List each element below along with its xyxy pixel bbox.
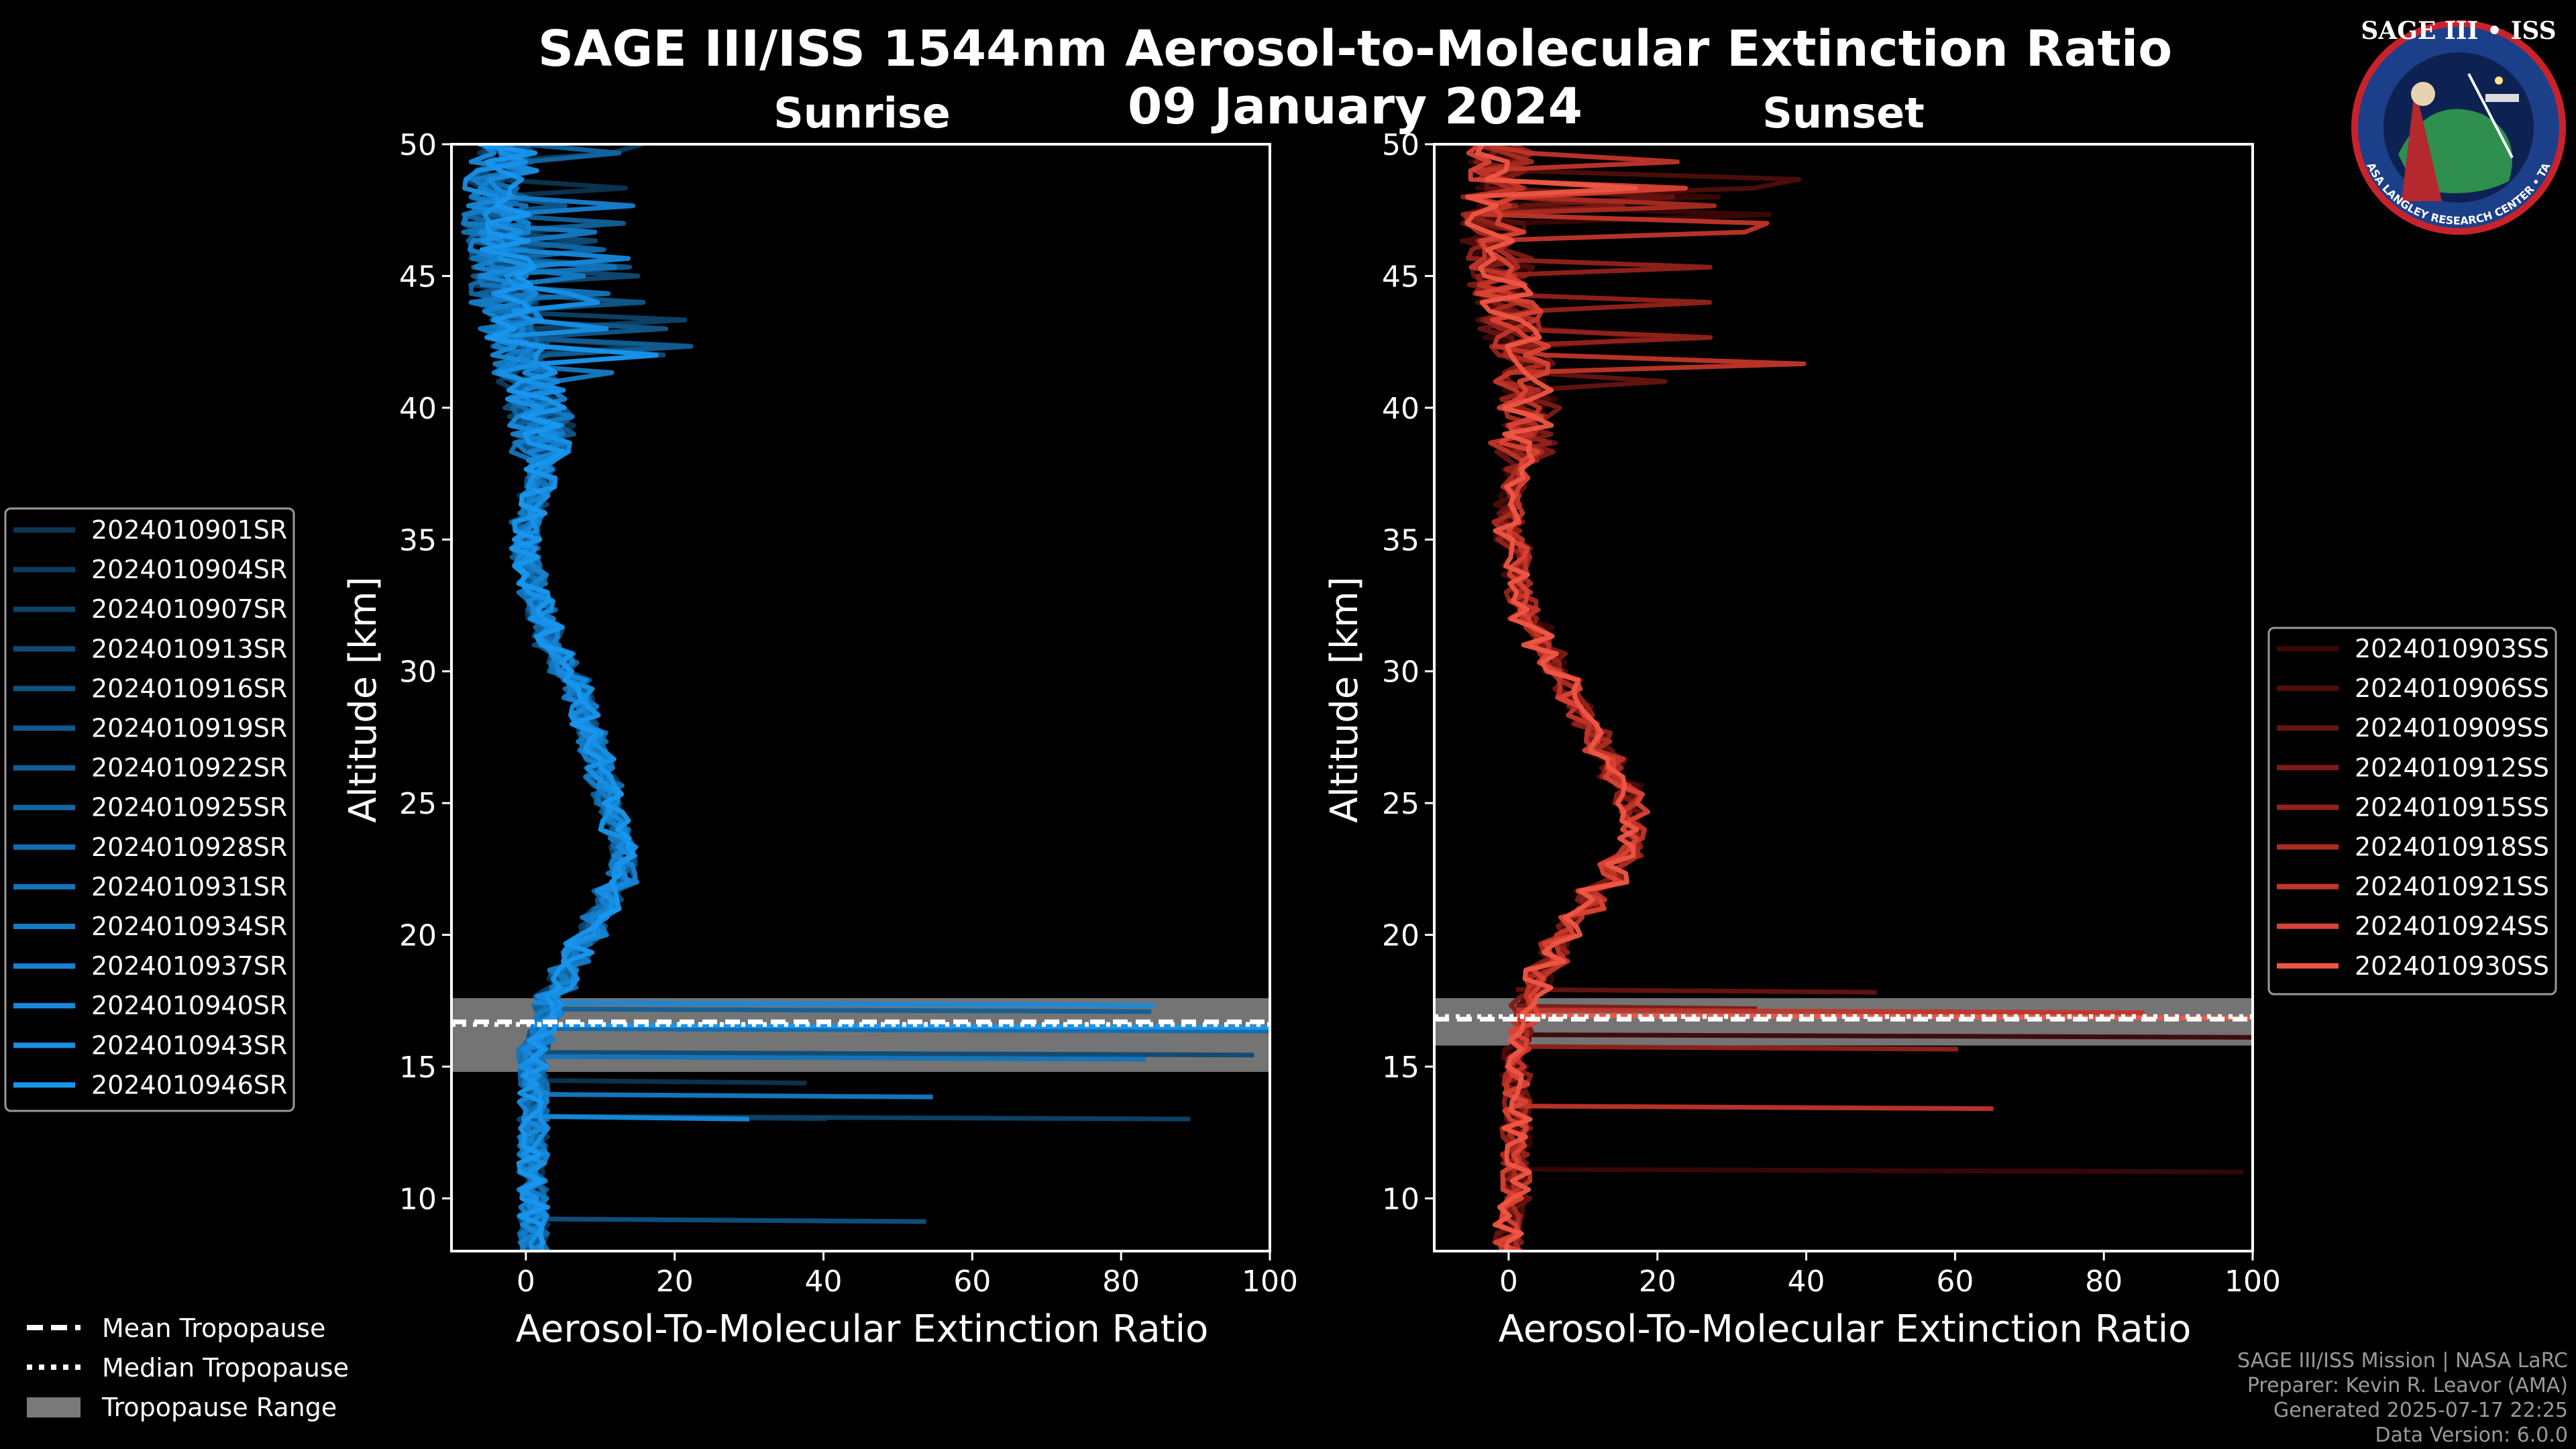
- legend-label-2024010931SR: 2024010931SR: [91, 872, 287, 902]
- sunrise-y-axis-label: Altitude [km]: [341, 576, 385, 822]
- sunrise-panel-title: Sunrise: [773, 89, 951, 138]
- legend-label-2024010913SR: 2024010913SR: [91, 634, 287, 663]
- x-tick-label: 100: [2224, 1265, 2281, 1299]
- legend-label-2024010940SR: 2024010940SR: [91, 991, 287, 1020]
- legend-label-2024010919SR: 2024010919SR: [91, 714, 287, 743]
- legend-label-2024010934SR: 2024010934SR: [91, 912, 287, 941]
- plot-area: [1434, 144, 2253, 1251]
- credit-generated: Generated 2025-07-17 22:25: [2273, 1399, 2568, 1422]
- legend-label-2024010904SR: 2024010904SR: [91, 555, 287, 584]
- beam-icon: [2467, 73, 2514, 158]
- x-tick-label: 60: [1936, 1265, 1974, 1299]
- logo-text: SAGE III • ISS: [2361, 17, 2556, 45]
- y-tick-label: 40: [1382, 392, 1419, 426]
- legend-label-2024010901SR: 2024010901SR: [91, 515, 287, 545]
- x-tick-label: 60: [953, 1265, 991, 1299]
- sunset-y-axis-label: Altitude [km]: [1323, 576, 1366, 822]
- sunrise-panel: 0 20 40 60 80 100 10 15 20 25 30 35 40 45 50: [399, 128, 1298, 1299]
- y-tick-label: 40: [399, 392, 437, 426]
- y-tick-label: 15: [399, 1051, 437, 1085]
- chart-title: SAGE III/ISS 1544nm Aerosol-to-Molecular…: [538, 20, 2172, 78]
- plot-area: [451, 144, 1270, 1251]
- x-tick-label: 40: [1788, 1265, 1825, 1299]
- sunset-panel: 0 20 40 60 80 100 10 15 20 25 30 35 40 45 50: [1382, 128, 2281, 1299]
- chart-date: 09 January 2024: [1128, 78, 1582, 136]
- legend-label-2024010909SS: 2024010909SS: [2355, 713, 2549, 743]
- axes-frame: [450, 143, 1271, 1252]
- legend-label-2024010930SS: 2024010930SS: [2355, 951, 2549, 981]
- y-tick-label: 35: [1382, 523, 1419, 557]
- x-tick-label: 80: [1102, 1265, 1140, 1299]
- y-tick-label: 10: [1382, 1182, 1419, 1216]
- x-tick-label: 20: [1639, 1265, 1676, 1299]
- legend-label-2024010915SS: 2024010915SS: [2355, 792, 2549, 822]
- sunrise-x-axis-label: Aerosol-To-Molecular Extinction Ratio: [516, 1307, 1209, 1351]
- legend-label-2024010943SR: 2024010943SR: [91, 1030, 287, 1060]
- x-tick-label: 0: [1499, 1265, 1518, 1299]
- y-tick-label: 15: [1382, 1051, 1419, 1085]
- legend-label-2024010922SR: 2024010922SR: [91, 753, 287, 783]
- median-tropopause-label: Median Tropopause: [102, 1353, 349, 1383]
- mean-tropopause-label: Mean Tropopause: [102, 1313, 325, 1343]
- credits: SAGE III/ISS Mission | NASA LaRC Prepare…: [2237, 1349, 2568, 1447]
- x-tick-label: 40: [805, 1265, 843, 1299]
- y-tick-label: 35: [399, 523, 437, 557]
- legend-label-2024010925SR: 2024010925SR: [91, 793, 287, 822]
- y-tick-label: 25: [399, 787, 437, 821]
- sunset-x-axis-label: Aerosol-To-Molecular Extinction Ratio: [1499, 1307, 2192, 1351]
- y-tick-label: 25: [1382, 787, 1419, 821]
- y-tick-label: 10: [399, 1182, 437, 1216]
- legend-label-2024010903SS: 2024010903SS: [2355, 634, 2549, 663]
- y-tick-label: 30: [399, 655, 437, 690]
- sunset-panel-title: Sunset: [1762, 89, 1925, 138]
- series-line-2024010934SR: [462, 144, 933, 1251]
- y-tick-label: 20: [399, 919, 437, 953]
- credit-version: Data Version: 6.0.0: [2375, 1424, 2568, 1447]
- sunrise-legend: 2024010901SR 2024010904SR 2024010907SR 2024…: [4, 507, 295, 1112]
- y-tick-label: 50: [1382, 128, 1419, 162]
- tropopause-range-swatch: [27, 1397, 80, 1417]
- series-line-2024010943SR: [462, 144, 637, 1251]
- legend-label-2024010916SR: 2024010916SR: [91, 674, 287, 703]
- y-tick-label: 45: [399, 260, 437, 294]
- y-tick-label: 20: [1382, 919, 1419, 953]
- y-tick-label: 30: [1382, 655, 1419, 690]
- x-tick-label: 20: [656, 1265, 694, 1299]
- legend-label-2024010921SS: 2024010921SS: [2355, 872, 2549, 902]
- x-tick-label: 100: [1242, 1265, 1298, 1299]
- y-tick-label: 50: [399, 128, 437, 162]
- legend-label-2024010946SR: 2024010946SR: [91, 1070, 287, 1099]
- wizard-figure-icon: [2402, 87, 2442, 201]
- credit-preparer: Preparer: Kevin R. Leavor (AMA): [2247, 1374, 2568, 1397]
- axes-frame: [1433, 143, 2254, 1252]
- legend-label-2024010937SR: 2024010937SR: [91, 951, 287, 981]
- x-tick-label: 80: [2085, 1265, 2123, 1299]
- tropopause-range-label: Tropopause Range: [101, 1393, 337, 1422]
- legend-label-2024010912SS: 2024010912SS: [2355, 753, 2549, 782]
- station-icon: [2485, 94, 2519, 102]
- legend-label-2024010924SS: 2024010924SS: [2355, 912, 2549, 941]
- x-tick-label: 0: [517, 1265, 535, 1299]
- tropopause-legend: Mean Tropopause Median Tropopause Tropop…: [27, 1313, 349, 1422]
- legend-label-2024010906SS: 2024010906SS: [2355, 674, 2549, 703]
- y-tick-label: 45: [1382, 260, 1419, 294]
- sunset-legend: 2024010903SS 2024010906SS 2024010909SS 2024…: [2267, 627, 2557, 996]
- legend-label-2024010928SR: 2024010928SR: [91, 833, 287, 862]
- credit-mission: SAGE III/ISS Mission | NASA LaRC: [2237, 1349, 2568, 1373]
- legend-label-2024010918SS: 2024010918SS: [2355, 833, 2549, 862]
- legend-label-2024010907SR: 2024010907SR: [91, 594, 287, 624]
